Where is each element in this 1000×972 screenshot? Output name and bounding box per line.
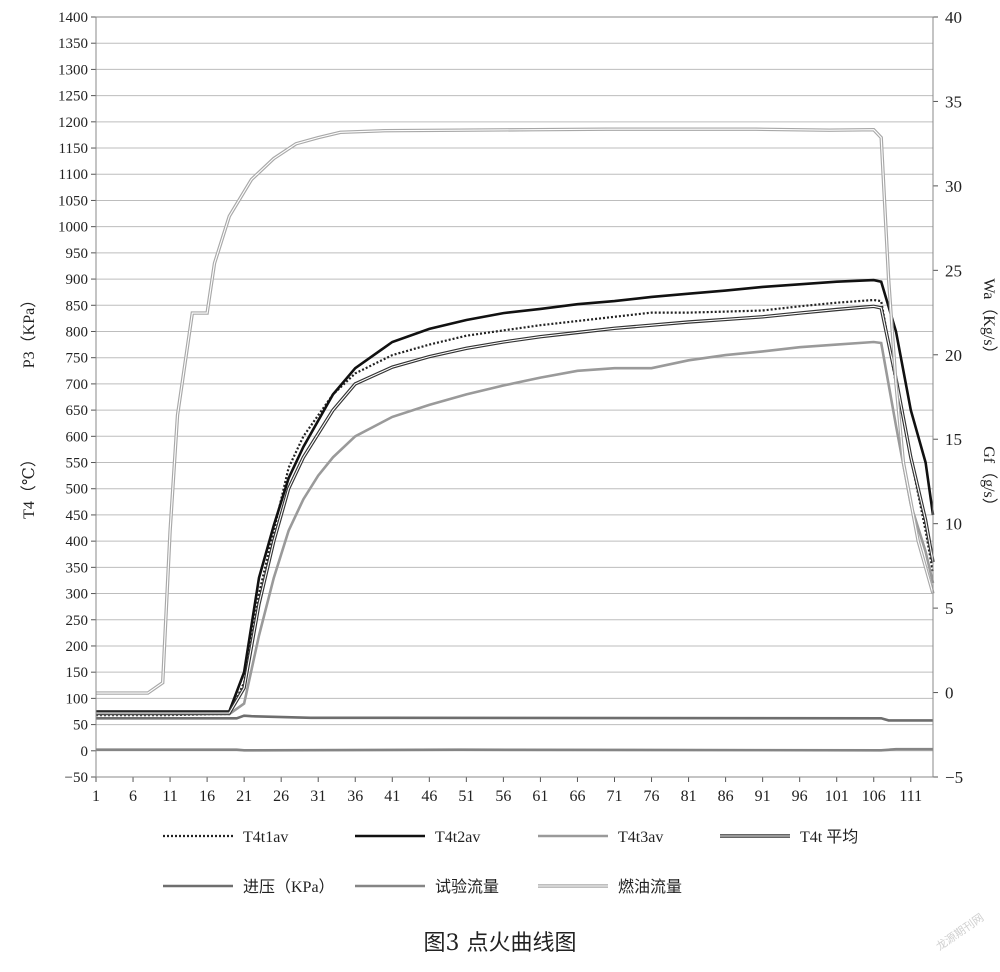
- plot-frame: [95, 16, 934, 778]
- x-tick-label: 11: [162, 788, 177, 805]
- y-tick-label-left: 200: [66, 639, 89, 655]
- y-tick-label-left: 650: [66, 403, 89, 419]
- x-tick-label: 81: [681, 788, 697, 805]
- series-line-0: [96, 298, 935, 717]
- x-tick-label: 101: [825, 788, 849, 805]
- y-tick-label-left: 700: [66, 377, 89, 393]
- left-axis-title-t4: T4（℃）: [20, 451, 38, 519]
- y-tick-label-left: 450: [66, 508, 89, 524]
- x-tick-label: 71: [606, 788, 622, 805]
- x-tick-label: 56: [495, 788, 511, 805]
- x-tick-label: 96: [792, 788, 808, 805]
- right-axis-title-wa: Wa（Kg/s）: [980, 278, 998, 361]
- y-tick-label-left: 1000: [58, 220, 88, 236]
- y-tick-label-left: 0: [81, 744, 89, 760]
- x-tick-label: 51: [458, 788, 474, 805]
- y-tick-label-left: 250: [66, 613, 89, 629]
- x-tick-label: 111: [899, 788, 922, 805]
- legend-label: 进压（KPa）: [243, 878, 335, 896]
- x-tick-label: 66: [569, 788, 585, 805]
- x-tick-label: 36: [347, 788, 363, 805]
- y-tick-label-left: 1100: [59, 167, 88, 183]
- x-tick-label: 106: [862, 788, 886, 805]
- series-line-5: [96, 747, 933, 752]
- axis-layer: 1400135013001250120011501100105010009509…: [58, 8, 963, 805]
- x-tick-label: 21: [236, 788, 252, 805]
- y-tick-label-left: 350: [66, 560, 89, 576]
- x-tick-label: 86: [718, 788, 734, 805]
- y-tick-label-left: 1250: [58, 89, 88, 105]
- y-tick-label-left: 1200: [58, 115, 88, 131]
- x-tick-label: 6: [129, 788, 137, 805]
- y-tick-label-right: 10: [945, 515, 962, 534]
- y-tick-label-left: 1150: [59, 141, 88, 157]
- series-layer: [96, 127, 935, 752]
- series-line-2: [96, 340, 935, 716]
- watermark: 龙源期刊网: [933, 910, 986, 953]
- y-tick-label-left: 1300: [58, 62, 88, 78]
- figure-caption: 图3 点火曲线图: [424, 931, 577, 956]
- x-tick-label: 76: [644, 788, 660, 805]
- y-tick-label-left: 50: [73, 718, 88, 734]
- y-tick-label-left: 950: [66, 246, 89, 262]
- series-line-6-inner: [96, 128, 934, 694]
- y-tick-label-left: 500: [66, 482, 89, 498]
- y-tick-label-left: 1350: [58, 36, 88, 52]
- y-tick-label-left: 100: [66, 691, 89, 707]
- y-tick-label-left: 1050: [58, 193, 88, 209]
- y-tick-label-right: −5: [945, 768, 963, 787]
- x-tick-label: 41: [384, 788, 400, 805]
- y-tick-label-left: −50: [65, 770, 88, 786]
- y-tick-label-left: 1400: [58, 10, 88, 26]
- series-line-3-inner: [96, 305, 934, 714]
- series-line-3: [96, 304, 935, 715]
- y-tick-label-left: 900: [66, 272, 89, 288]
- y-tick-label-left: 850: [66, 298, 89, 314]
- x-tick-label: 46: [421, 788, 437, 805]
- x-tick-label: 16: [199, 788, 215, 805]
- legend-label: 试验流量: [435, 878, 499, 896]
- y-tick-label-left: 550: [66, 456, 89, 472]
- y-tick-label-right: 30: [945, 177, 962, 196]
- y-tick-label-right: 20: [945, 346, 962, 365]
- legend-label: T4t3av: [618, 829, 663, 846]
- y-tick-label-right: 25: [945, 261, 962, 280]
- y-tick-label-right: 35: [945, 92, 962, 111]
- series-line-1: [96, 278, 935, 713]
- x-tick-label: 26: [273, 788, 289, 805]
- y-tick-label-left: 300: [66, 587, 89, 603]
- x-tick-label: 31: [310, 788, 326, 805]
- series-line-4: [96, 714, 933, 722]
- y-tick-label-right: 15: [945, 430, 962, 449]
- y-tick-label-left: 400: [66, 534, 89, 550]
- y-tick-label-right: 0: [945, 684, 954, 703]
- legend-label: T4t1av: [243, 829, 288, 846]
- legend-label: 燃油流量: [618, 878, 682, 896]
- legend-label: T4t2av: [435, 829, 480, 846]
- right-axis-title-gf: Gf（g/s）: [980, 446, 998, 514]
- legend-label: T4t 平均: [800, 828, 858, 846]
- y-tick-label-left: 750: [66, 351, 89, 367]
- y-tick-label-right: 5: [945, 599, 954, 618]
- series-line-6: [96, 127, 935, 695]
- y-tick-label-left: 150: [66, 665, 89, 681]
- y-tick-label-right: 40: [945, 8, 962, 27]
- left-axis-title-p3: P3（KPa）: [20, 292, 38, 368]
- y-tick-label-left: 800: [66, 324, 89, 340]
- y-tick-label-left: 600: [66, 429, 89, 445]
- x-tick-label: 61: [532, 788, 548, 805]
- x-tick-label: 1: [92, 788, 100, 805]
- x-tick-label: 91: [755, 788, 771, 805]
